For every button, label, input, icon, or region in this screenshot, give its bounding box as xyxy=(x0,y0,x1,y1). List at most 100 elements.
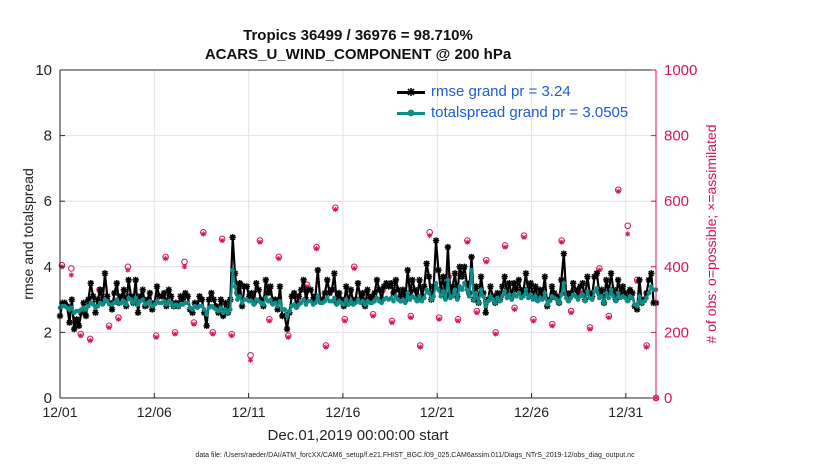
legend-item-rmse: rmse grand pr = 3.24 xyxy=(395,81,628,102)
obs-assimilated-point xyxy=(285,334,291,340)
rmse-point xyxy=(487,283,494,290)
rmse-point xyxy=(243,283,251,290)
totalspread-point xyxy=(601,300,607,306)
obs-assimilated-point xyxy=(417,344,423,350)
rmse-point xyxy=(92,309,99,316)
totalspread-point xyxy=(473,290,479,296)
rmse-point xyxy=(283,325,291,333)
obs-assimilated-point xyxy=(596,267,603,273)
rmse-point xyxy=(577,283,584,290)
rmse-point xyxy=(255,286,262,293)
rmse-point xyxy=(184,293,191,300)
totalspread-point xyxy=(563,295,569,301)
totalspread-point xyxy=(535,298,541,304)
totalspread-point xyxy=(105,298,110,304)
totalspread-point xyxy=(471,297,477,302)
rmse-point xyxy=(399,286,407,293)
totalspread-point xyxy=(353,300,358,306)
rmse-point xyxy=(70,325,78,333)
rmse-point xyxy=(614,276,622,284)
rmse-point xyxy=(416,276,423,284)
totalspread-point xyxy=(490,297,496,302)
rmse-point xyxy=(423,260,430,267)
rmse-point xyxy=(522,270,530,277)
totalspread-point xyxy=(523,287,529,293)
totalspread-point xyxy=(478,287,484,293)
rmse-point xyxy=(626,286,634,293)
totalspread-point xyxy=(303,302,309,307)
legend: rmse grand pr = 3.24 totalspread grand p… xyxy=(395,81,628,123)
totalspread-point xyxy=(469,267,474,273)
rmse-point xyxy=(75,322,83,330)
rmse-point xyxy=(144,296,151,303)
obs-assimilated-point xyxy=(163,256,169,262)
rmse-point xyxy=(572,286,579,293)
rmse-point xyxy=(118,293,125,300)
totalspread-point xyxy=(466,294,472,299)
totalspread-point xyxy=(405,290,410,296)
rmse-point xyxy=(94,296,102,303)
totalspread-point xyxy=(436,287,441,293)
rmse-point xyxy=(536,286,544,293)
x-tick-label: 12/31 xyxy=(608,404,643,420)
rmse-point xyxy=(137,293,144,300)
y-tick-label: 6 xyxy=(44,193,52,210)
totalspread-point xyxy=(554,297,559,302)
totalspread-point xyxy=(218,305,224,311)
rmse-point xyxy=(281,312,288,320)
rmse-point xyxy=(352,296,359,303)
totalspread-point xyxy=(559,292,564,297)
rmse-point xyxy=(113,280,120,287)
rmse-point xyxy=(605,289,612,297)
obs-assimilated-point xyxy=(625,231,631,237)
totalspread-point xyxy=(556,300,562,306)
totalspread-point xyxy=(204,312,209,317)
totalspread-point xyxy=(424,287,429,293)
totalspread-point xyxy=(504,295,510,301)
rmse-point xyxy=(451,270,459,277)
totalspread-point xyxy=(502,289,507,294)
rmse-point xyxy=(80,299,87,307)
totalspread-point xyxy=(315,294,321,299)
obs-assimilated-point xyxy=(559,239,565,245)
rmse-point xyxy=(331,270,338,277)
totalspread-point xyxy=(161,298,167,304)
totalspread-point xyxy=(372,298,377,304)
totalspread-point xyxy=(298,300,304,306)
totalspread-point xyxy=(131,300,136,306)
totalspread-point xyxy=(457,284,462,289)
rmse-point xyxy=(217,296,225,303)
obs-assimilated-point xyxy=(474,310,480,316)
totalspread-point xyxy=(540,297,545,302)
totalspread-point xyxy=(488,294,493,299)
rmse-point xyxy=(127,293,135,300)
rmse-point xyxy=(78,309,85,316)
totalspread-point xyxy=(462,280,467,286)
rmse-point xyxy=(596,289,603,297)
rmse-point xyxy=(324,276,331,284)
rmse-point xyxy=(364,286,371,293)
rmse-point xyxy=(643,289,650,297)
totalspread-point xyxy=(168,300,174,306)
totalspread-point xyxy=(348,298,354,304)
obs-assimilated-point xyxy=(351,265,357,272)
obs-assimilated-point xyxy=(568,310,574,316)
legend-label-totalspread: totalspread grand pr = 3.0505 xyxy=(431,104,629,121)
totalspread-point xyxy=(403,300,408,306)
totalspread-point xyxy=(608,287,614,293)
rmse-point xyxy=(101,270,109,277)
rmse-point xyxy=(603,276,610,284)
rmse-point xyxy=(503,289,511,297)
rmse-point xyxy=(517,289,525,297)
y2-tick-label: 800 xyxy=(664,128,689,145)
rmse-point xyxy=(196,293,203,300)
rmse-point xyxy=(458,273,466,280)
totalspread-point xyxy=(251,302,257,307)
rmse-point xyxy=(489,293,497,300)
rmse-point xyxy=(501,273,508,280)
rmse-point xyxy=(321,289,329,297)
rmse-point xyxy=(326,289,333,297)
rmse-point xyxy=(238,302,246,310)
totalspread-point xyxy=(332,295,337,301)
obs-assimilated-point xyxy=(125,267,131,273)
